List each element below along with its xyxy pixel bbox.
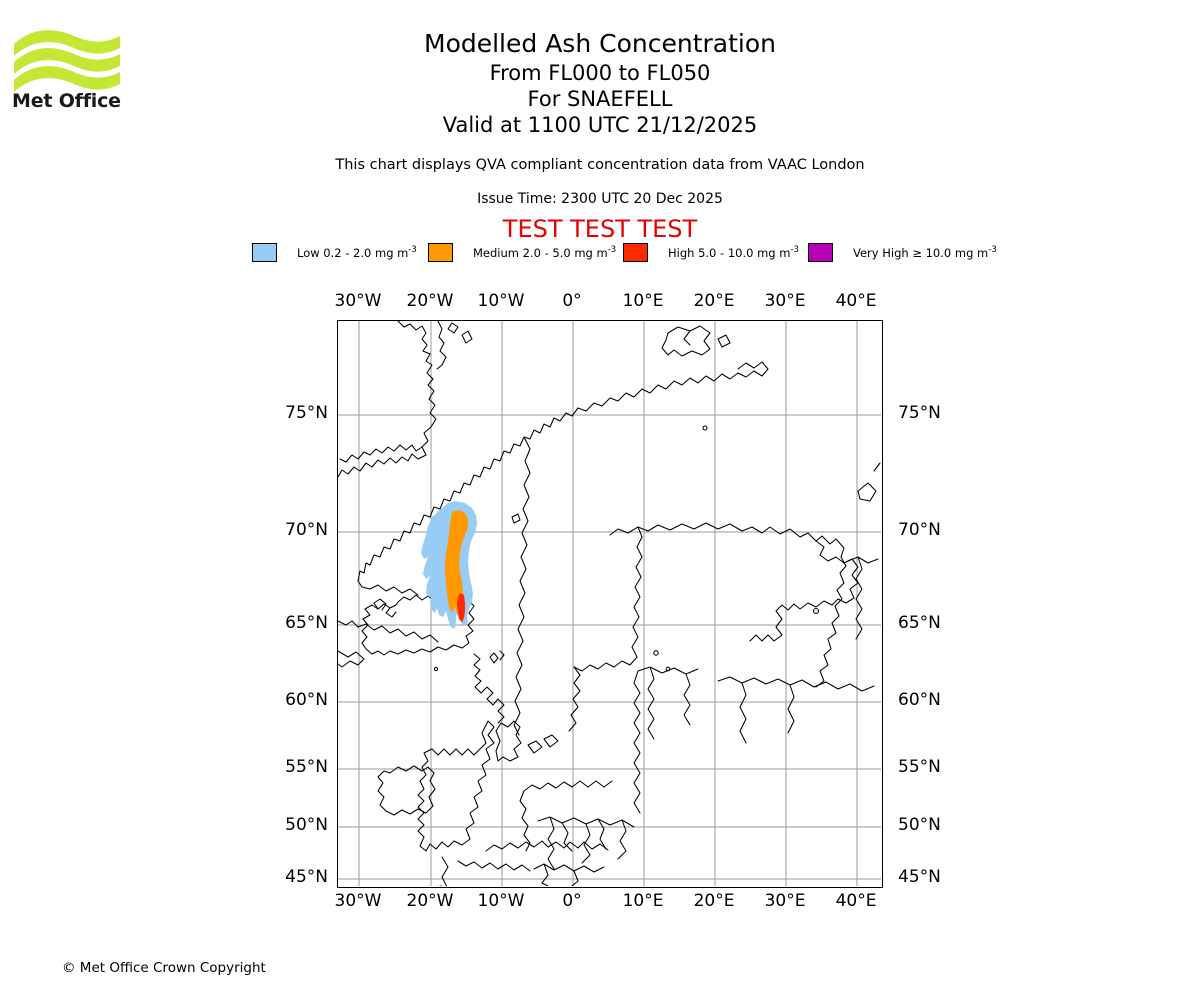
lat-tick-right-55: 55°N <box>898 757 968 777</box>
legend-label-low: Low 0.2 - 2.0 mg m-3 <box>297 245 417 260</box>
lat-tick-left-70: 70°N <box>258 520 328 540</box>
lat-tick-left-65: 65°N <box>258 613 328 633</box>
volcano-name: For SNAEFELL <box>0 86 1200 112</box>
legend-swatch-low <box>252 243 277 262</box>
lat-tick-right-75: 75°N <box>898 403 968 423</box>
issue-time: Issue Time: 2300 UTC 20 Dec 2025 <box>0 191 1200 207</box>
lon-tick-20: 20°E <box>674 891 754 911</box>
longitude-axis-top: 30°W20°W10°W0°10°E20°E30°E40°E <box>0 291 1200 315</box>
lon-tick--20: 20°W <box>390 891 470 911</box>
legend-swatch-high <box>623 243 648 262</box>
coastlines <box>338 321 880 886</box>
flight-level-range: From FL000 to FL050 <box>0 60 1200 86</box>
legend-swatch-medium <box>428 243 453 262</box>
lat-tick-left-75: 75°N <box>258 403 328 423</box>
concentration-legend: Low 0.2 - 2.0 mg m-3 Medium 2.0 - 5.0 mg… <box>0 242 1200 262</box>
lon-tick-40: 40°E <box>816 891 896 911</box>
lon-tick-30: 30°E <box>745 891 825 911</box>
page-title: Modelled Ash Concentration <box>0 28 1200 60</box>
lat-tick-right-50: 50°N <box>898 815 968 835</box>
lat-tick-left-50: 50°N <box>258 815 328 835</box>
legend-swatch-very-high <box>808 243 833 262</box>
lon-tick--30: 30°W <box>318 291 398 311</box>
lat-tick-right-65: 65°N <box>898 613 968 633</box>
lat-tick-left-60: 60°N <box>258 690 328 710</box>
legend-label-very-high: Very High ≥ 10.0 mg m-3 <box>853 245 997 260</box>
test-banner: TEST TEST TEST <box>0 215 1200 243</box>
ash-plume-high <box>457 593 465 622</box>
legend-label-medium: Medium 2.0 - 5.0 mg m-3 <box>473 245 616 260</box>
lat-tick-left-55: 55°N <box>258 757 328 777</box>
lon-tick--30: 30°W <box>318 891 398 911</box>
legend-item-very-high: Very High ≥ 10.0 mg m-3 <box>808 242 997 262</box>
legend-item-medium: Medium 2.0 - 5.0 mg m-3 <box>428 242 616 262</box>
map-canvas <box>338 321 881 886</box>
lon-tick--10: 10°W <box>461 291 541 311</box>
legend-item-low: Low 0.2 - 2.0 mg m-3 <box>252 242 417 262</box>
lon-tick-30: 30°E <box>745 291 825 311</box>
lat-tick-left-45: 45°N <box>258 867 328 887</box>
legend-item-high: High 5.0 - 10.0 mg m-3 <box>623 242 799 262</box>
title-block: Modelled Ash Concentration From FL000 to… <box>0 28 1200 138</box>
valid-time: Valid at 1100 UTC 21/12/2025 <box>0 112 1200 138</box>
lon-tick-10: 10°E <box>603 291 683 311</box>
lon-tick-20: 20°E <box>674 291 754 311</box>
copyright-text: © Met Office Crown Copyright <box>62 960 266 976</box>
lon-tick-10: 10°E <box>603 891 683 911</box>
lat-tick-right-45: 45°N <box>898 867 968 887</box>
lon-tick-0: 0° <box>532 291 612 311</box>
lon-tick-0: 0° <box>532 891 612 911</box>
lon-tick--20: 20°W <box>390 291 470 311</box>
lat-tick-right-60: 60°N <box>898 690 968 710</box>
lon-tick--10: 10°W <box>461 891 541 911</box>
lon-tick-40: 40°E <box>816 291 896 311</box>
qva-note: This chart displays QVA compliant concen… <box>0 157 1200 173</box>
map-gridlines <box>338 321 881 886</box>
ash-concentration-map[interactable] <box>337 320 883 888</box>
lat-tick-right-70: 70°N <box>898 520 968 540</box>
longitude-axis-bottom: 30°W20°W10°W0°10°E20°E30°E40°E <box>0 891 1200 915</box>
legend-label-high: High 5.0 - 10.0 mg m-3 <box>668 245 799 260</box>
